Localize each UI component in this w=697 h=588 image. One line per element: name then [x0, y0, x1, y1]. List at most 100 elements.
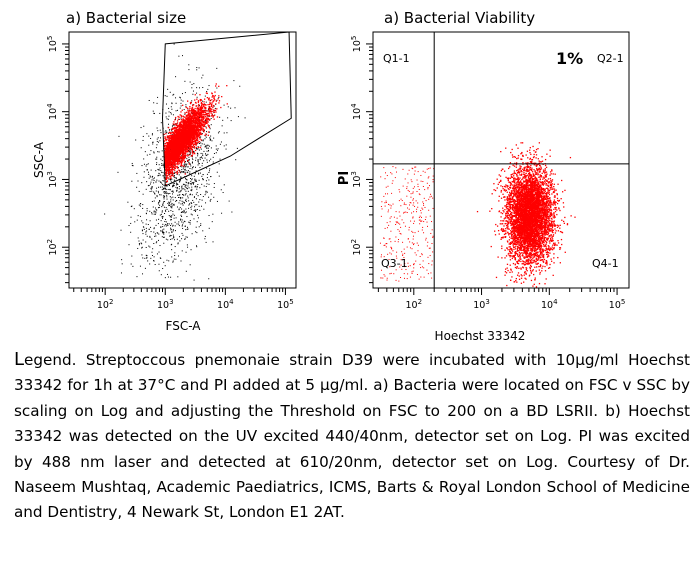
- gated-event-dot: [180, 156, 182, 158]
- ungated-event-dot: [191, 203, 193, 205]
- ungated-event-dot: [195, 226, 197, 228]
- ungated-event-dot: [183, 166, 185, 168]
- ungated-event-dot: [149, 220, 151, 222]
- ungated-event-dot: [201, 157, 203, 159]
- gated-event-dot: [178, 116, 180, 118]
- ungated-event-dot: [174, 255, 176, 257]
- ungated-event-dot: [132, 265, 134, 267]
- ungated-event-dot: [195, 210, 197, 212]
- ungated-event-dot: [142, 193, 144, 195]
- ungated-event-dot: [198, 179, 200, 181]
- ungated-event-dot: [175, 217, 177, 219]
- ungated-event-dot: [186, 163, 188, 165]
- ungated-event-dot: [205, 154, 207, 156]
- gated-event-dot: [172, 140, 174, 142]
- gated-event-dot: [165, 156, 167, 158]
- ungated-event-dot: [152, 141, 154, 143]
- ungated-event-dot: [210, 193, 212, 195]
- ungated-event-dot: [172, 260, 174, 262]
- ungated-event-dot: [164, 221, 166, 223]
- gated-event-dot: [180, 136, 182, 138]
- ungated-event-dot: [192, 182, 194, 184]
- ungated-event-dot: [156, 140, 158, 142]
- ungated-event-dot: [193, 196, 195, 198]
- ungated-event-dot: [178, 202, 180, 204]
- gated-event-dot: [199, 130, 201, 132]
- gated-event-dot: [191, 115, 194, 118]
- gated-event-dot: [170, 135, 172, 137]
- ungated-event-dot: [209, 107, 211, 109]
- ungated-event-dot: [167, 239, 169, 241]
- ungated-event-dot: [220, 141, 222, 143]
- gated-event-dot: [173, 147, 176, 149]
- ungated-event-dot: [128, 225, 130, 227]
- gated-event-dot: [187, 111, 189, 113]
- gated-event-dot: [201, 114, 203, 116]
- gated-event-dot: [178, 124, 180, 127]
- gated-event-dot: [169, 155, 171, 158]
- ungated-event-dot: [188, 151, 190, 153]
- ungated-event-dot: [144, 257, 146, 259]
- ungated-event-dot: [153, 256, 155, 258]
- ungated-event-dot: [148, 245, 150, 247]
- ungated-event-dot: [160, 274, 162, 276]
- gated-event-dot: [170, 136, 172, 139]
- gated-event-dot: [180, 164, 182, 167]
- gated-event-dot: [178, 142, 180, 145]
- gated-event-dot: [195, 146, 198, 149]
- gated-event-dot: [202, 115, 205, 118]
- ungated-event-dot: [167, 193, 169, 195]
- gated-event-dot: [215, 103, 217, 105]
- ungated-event-dot: [167, 88, 169, 90]
- gated-event-dot: [166, 156, 169, 158]
- gated-event-dot: [203, 107, 206, 109]
- gated-event-dot: [179, 122, 182, 124]
- gated-event-dot: [189, 147, 191, 150]
- gated-event-dot: [189, 132, 192, 135]
- gated-event-dot: [203, 131, 205, 133]
- gated-event-dot: [218, 95, 220, 97]
- ungated-event-dot: [183, 201, 185, 203]
- gated-event-dot: [203, 105, 205, 108]
- gated-event-dot: [194, 119, 196, 122]
- gated-event-dot: [180, 143, 182, 146]
- gated-event-dot: [178, 163, 180, 165]
- gated-event-dot: [191, 111, 193, 114]
- ungated-event-dot: [167, 118, 169, 120]
- gated-event-dot: [188, 114, 190, 116]
- ungated-event-dot: [181, 154, 183, 156]
- gated-event-dot: [203, 120, 206, 122]
- ungated-event-dot: [188, 159, 190, 161]
- gated-event-dot: [198, 114, 201, 116]
- gated-event-dot: [165, 163, 167, 165]
- ungated-event-dot: [184, 92, 186, 94]
- gated-event-dot: [188, 135, 191, 137]
- gated-event-dot: [191, 133, 194, 135]
- gated-event-dot: [191, 152, 194, 154]
- gated-event-dot: [197, 111, 200, 113]
- ungated-event-dot: [157, 137, 159, 139]
- gated-event-dot: [176, 136, 179, 138]
- ungated-event-dot: [164, 188, 166, 190]
- gated-event-dot: [188, 129, 191, 132]
- gated-event-dot: [188, 118, 190, 120]
- gated-event-dot: [192, 122, 194, 125]
- gated-event-dot: [170, 153, 172, 156]
- ungated-event-dot: [156, 195, 158, 197]
- ungated-event-dot: [206, 183, 208, 185]
- ungated-event-dot: [148, 228, 150, 230]
- ungated-event-dot: [198, 205, 200, 207]
- gated-event-dot: [171, 154, 173, 157]
- gated-event-dot: [201, 104, 203, 106]
- ungated-event-dot: [222, 192, 224, 194]
- ungated-event-dot: [209, 138, 211, 140]
- ungated-event-dot: [151, 186, 153, 188]
- gated-event-dot: [190, 129, 192, 132]
- gated-event-dot: [186, 120, 188, 122]
- ungated-event-dot: [150, 187, 152, 189]
- ungated-event-dot: [162, 268, 164, 270]
- ungated-event-dot: [200, 142, 202, 144]
- ungated-event-dot: [180, 214, 182, 216]
- ungated-event-dot: [182, 203, 184, 205]
